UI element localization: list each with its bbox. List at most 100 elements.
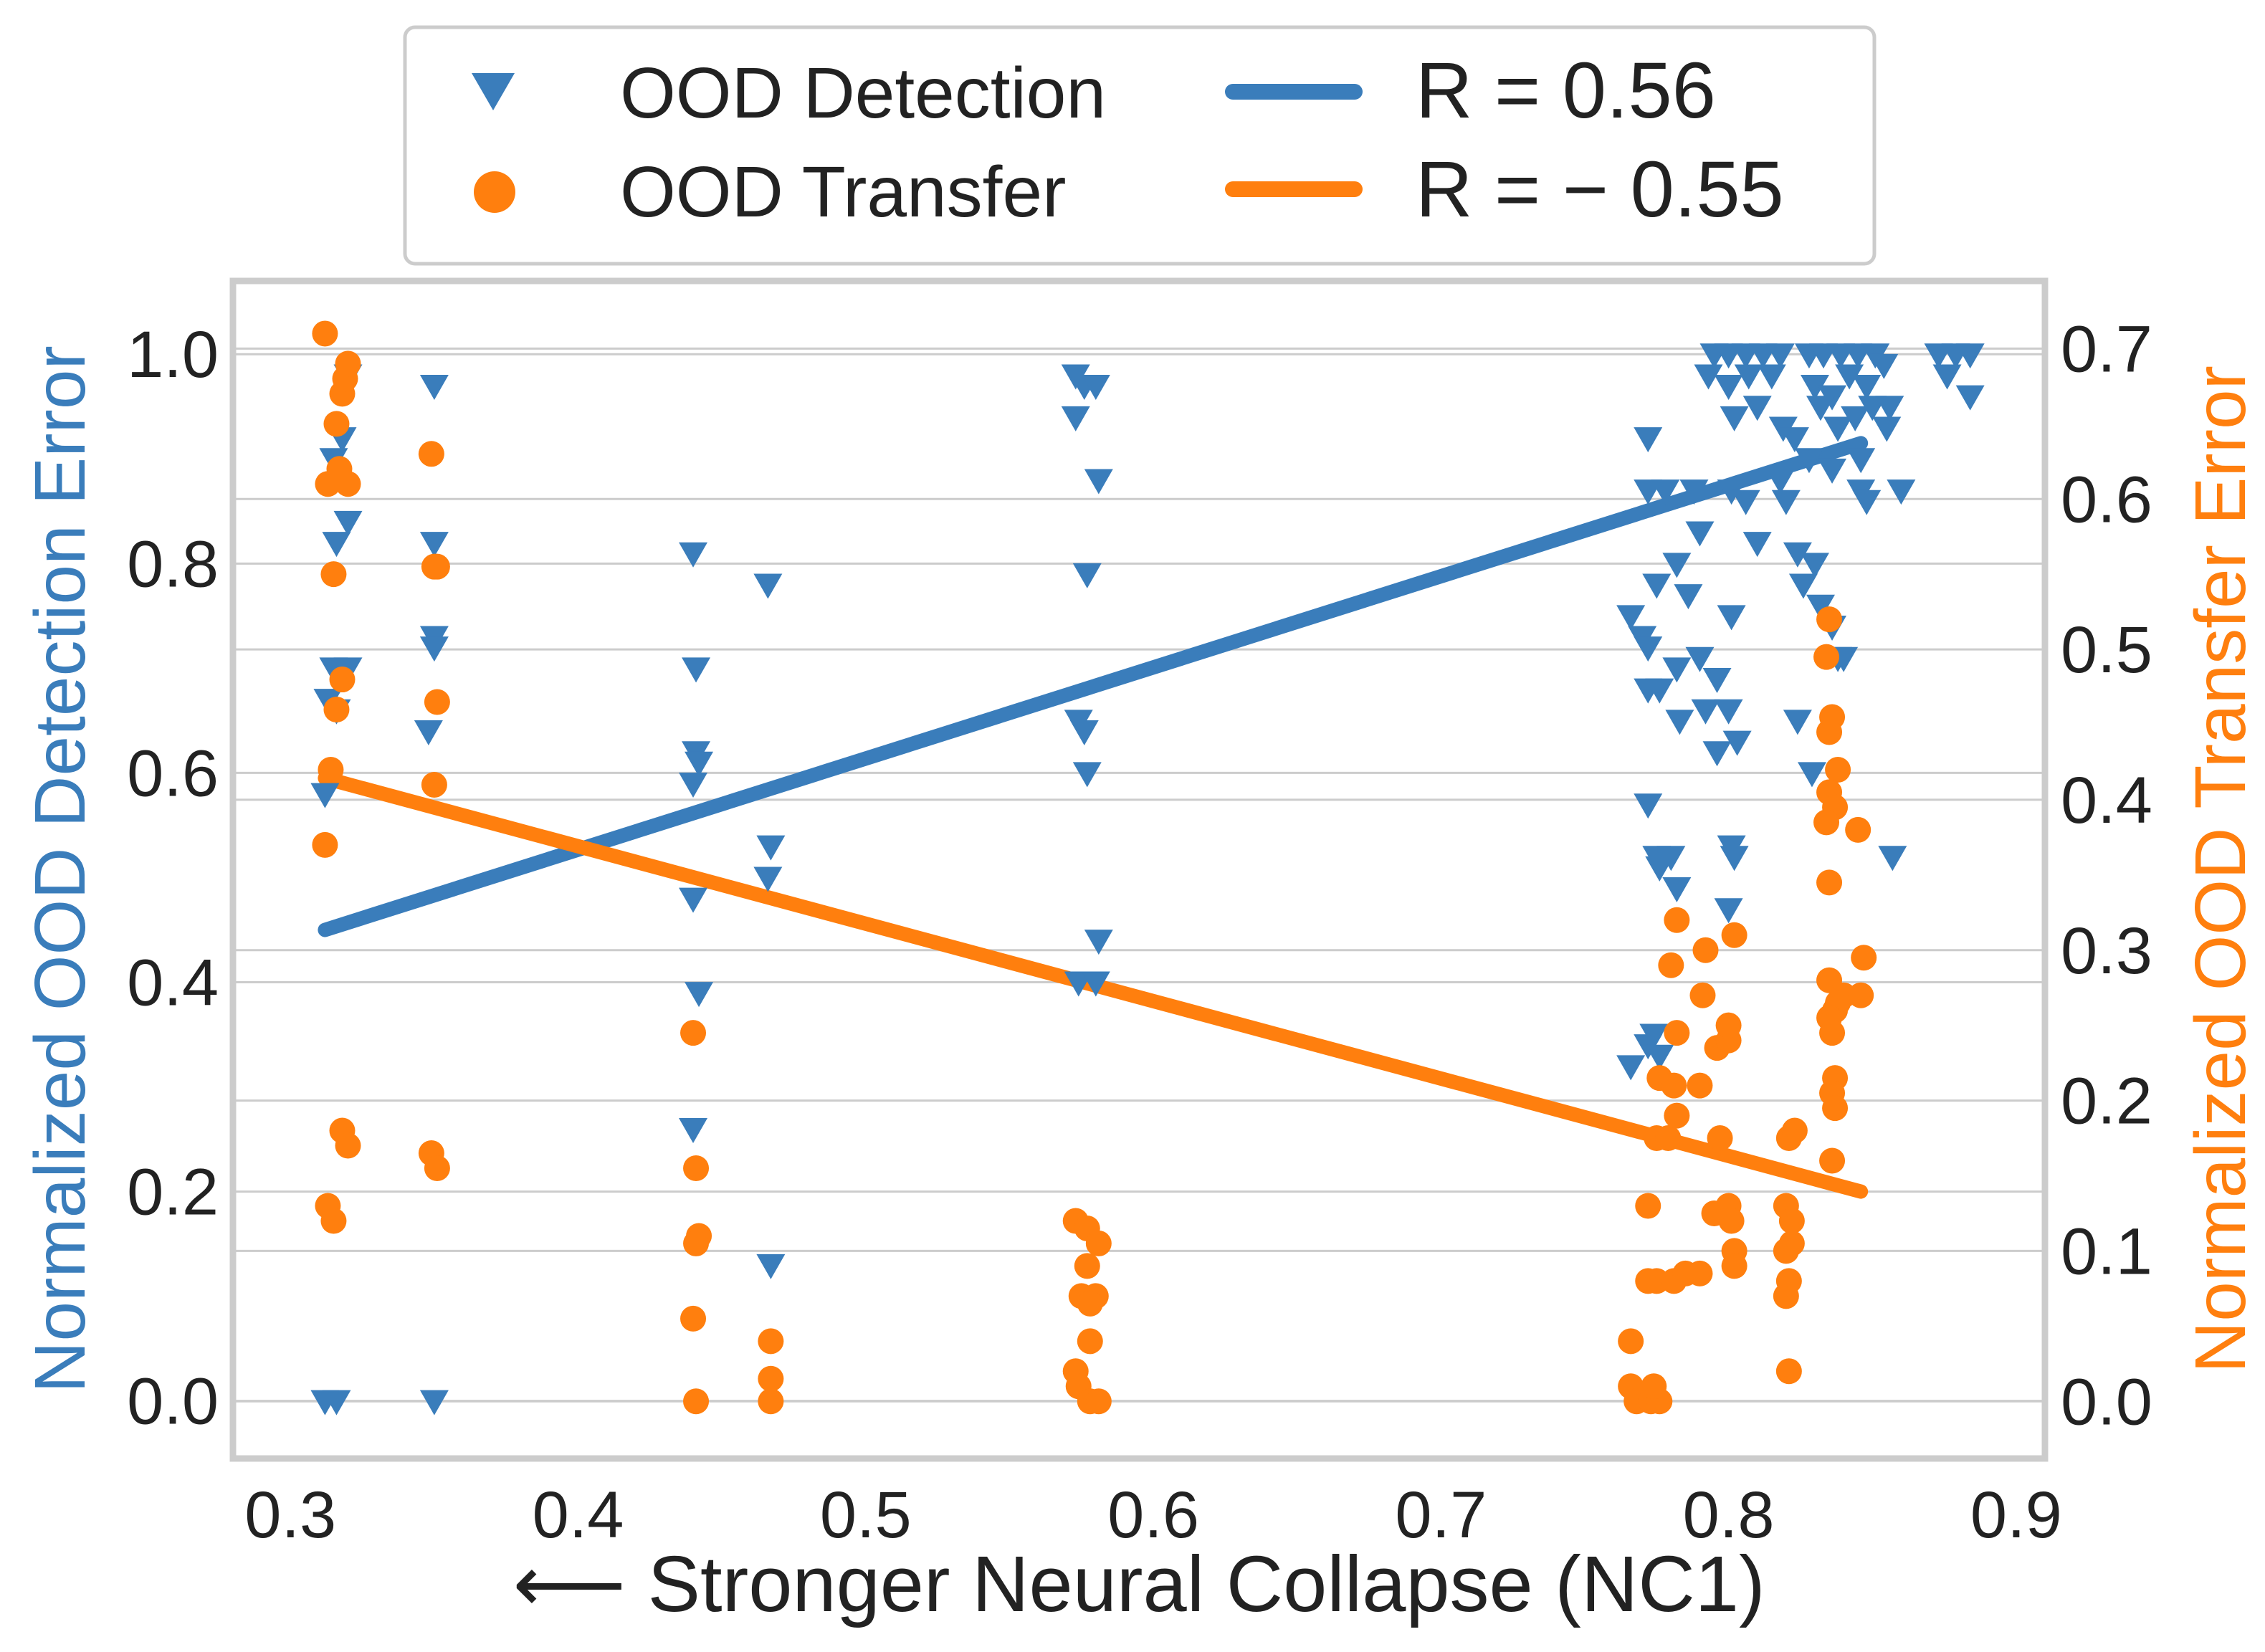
y-left-tick-label: 0.4 (127, 946, 219, 1019)
detection-point (1081, 971, 1110, 997)
detection-point (419, 1390, 449, 1415)
detection-point (679, 542, 708, 568)
transfer-point (1773, 1283, 1799, 1309)
x-tick-label: 0.4 (533, 1479, 624, 1552)
transfer-point (424, 1155, 450, 1182)
detection-point (1852, 490, 1882, 515)
detection-point (1616, 1055, 1646, 1081)
detection-point (1818, 458, 1847, 484)
transfer-point (1773, 1238, 1799, 1264)
transfer-point (1778, 1208, 1805, 1234)
detection-point (1616, 605, 1646, 631)
y-left-tick-label: 0.0 (127, 1365, 219, 1438)
transfer-point (1813, 809, 1840, 836)
transfer-point (683, 1230, 710, 1256)
y-right-tick-label: 0.5 (2061, 613, 2152, 687)
transfer-point (1664, 1102, 1690, 1129)
transfer-point (1845, 816, 1871, 843)
y-right-tick-label: 0.0 (2061, 1365, 2152, 1438)
detection-point (414, 720, 443, 745)
transfer-point (1074, 1253, 1100, 1279)
detection-point (1846, 448, 1876, 474)
detection-point (1069, 720, 1099, 745)
transfer-point (680, 1305, 707, 1332)
transfer-point (1822, 1095, 1849, 1122)
x-tick-label: 0.7 (1395, 1479, 1487, 1552)
detection-point (679, 1117, 708, 1143)
transfer-point (320, 561, 347, 588)
transfer-point (680, 1020, 707, 1046)
transfer-point (329, 667, 356, 693)
detection-point (1742, 532, 1772, 558)
transfer-point (1825, 756, 1851, 783)
transfer-point (1715, 1012, 1742, 1039)
detection-point (1869, 353, 1899, 379)
transfer-point (1816, 869, 1843, 896)
transfer-point (758, 1365, 784, 1392)
detection-point (1720, 406, 1749, 431)
detection-point (1841, 406, 1870, 431)
transfer-point (1077, 1328, 1103, 1355)
detection-point (1685, 521, 1715, 547)
transfer-point (1721, 922, 1747, 948)
transfer-point (323, 697, 350, 723)
transfer-point (1085, 1388, 1112, 1415)
scatter-points (310, 320, 1985, 1415)
detection-point (1788, 573, 1818, 599)
detection-point (1685, 646, 1715, 672)
detection-point (1084, 469, 1113, 495)
y-axis-right-label: Normalized OOD Transfer Error (2180, 366, 2261, 1373)
transfer-point (1692, 937, 1719, 963)
transfer-point (421, 771, 447, 798)
fit-line-detection (318, 436, 1869, 937)
x-tick-label: 0.9 (1970, 1479, 2062, 1552)
x-tick-label: 0.3 (244, 1479, 336, 1552)
transfer-point (1655, 1125, 1682, 1152)
detection-point (685, 982, 714, 1008)
transfer-point (1721, 1253, 1747, 1279)
transfer-point (1635, 1193, 1661, 1219)
y-right-axis-ticks: 0.0 0.1 0.2 0.3 0.4 0.5 0.6 0.7 (2061, 312, 2152, 1438)
detection-point (1780, 427, 1809, 453)
transfer-point (312, 320, 338, 347)
transfer-point (758, 1388, 784, 1415)
transfer-point (1851, 945, 1877, 971)
detection-point (1765, 469, 1795, 495)
detection-point (1797, 762, 1826, 788)
detection-point (756, 835, 786, 861)
transfer-point (683, 1388, 710, 1415)
detection-point (1084, 930, 1113, 955)
transfer-point (1848, 982, 1874, 1008)
detection-point (1651, 479, 1680, 505)
detection-point (1662, 657, 1692, 683)
detection-point (1642, 573, 1672, 599)
y-left-tick-label: 0.6 (127, 737, 219, 810)
detection-point (1679, 479, 1709, 505)
x-tick-label: 0.6 (1107, 1479, 1199, 1552)
x-axis-ticks: 0.3 0.4 0.5 0.6 0.7 0.8 0.9 (244, 1479, 2062, 1552)
detection-point (1720, 846, 1749, 872)
detection-point (1806, 396, 1836, 421)
detection-point (1061, 406, 1090, 431)
detection-point (1771, 490, 1801, 515)
transfer-point (1816, 606, 1843, 633)
detection-point (1645, 678, 1674, 704)
detection-point (1722, 730, 1752, 756)
transfer-point (1816, 719, 1843, 745)
transfer-point (1658, 952, 1684, 978)
detection-point (1823, 416, 1853, 442)
detection-point (1955, 343, 1985, 369)
legend-label-r-positive: R = 0.56 (1416, 47, 1716, 135)
detection-point (333, 510, 363, 536)
detection-point (419, 636, 449, 662)
detection-point (1662, 553, 1692, 578)
transfer-point (315, 471, 341, 497)
transfer-point (1781, 1117, 1808, 1144)
transfer-point (1819, 1147, 1846, 1174)
detection-point (1714, 375, 1743, 401)
detection-point (753, 866, 783, 892)
detection-point (753, 573, 783, 599)
detection-point (1081, 375, 1110, 401)
transfer-point (1707, 1125, 1733, 1152)
